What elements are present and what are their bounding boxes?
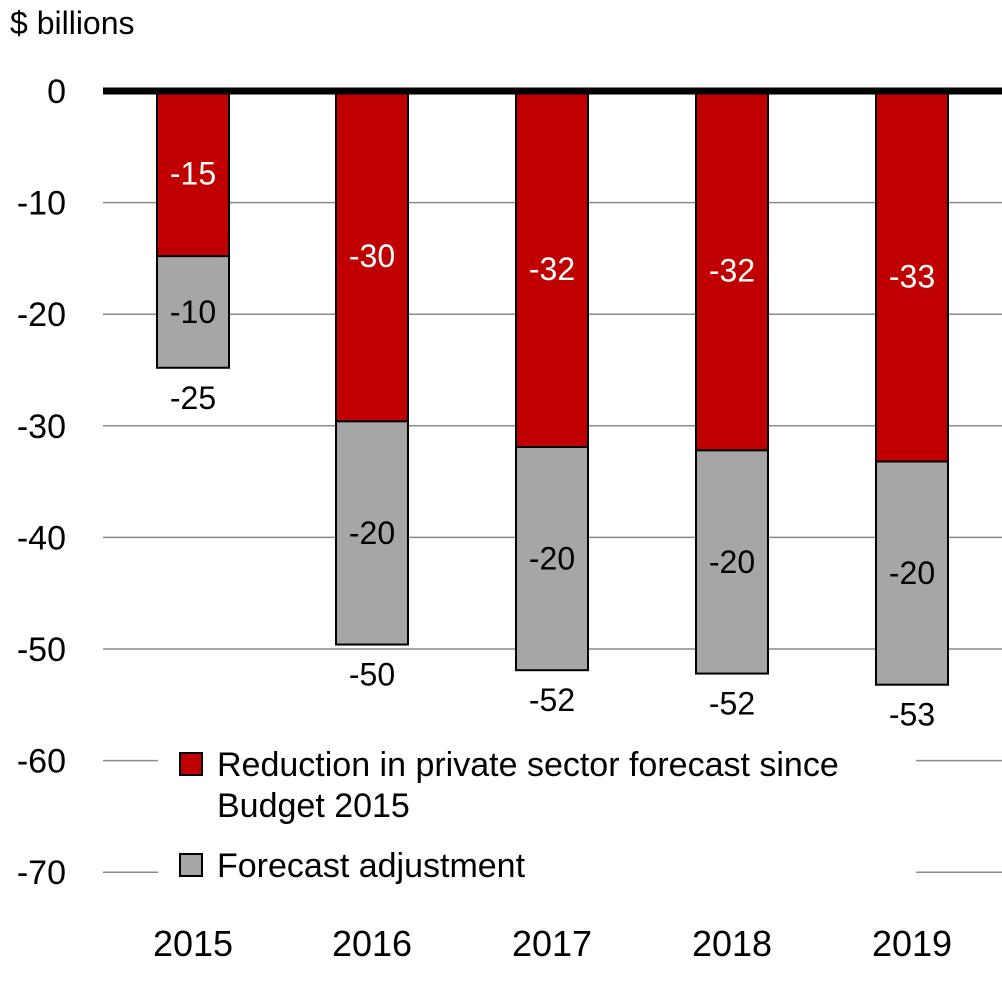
legend: Reduction in private sector forecast sin… (158, 728, 916, 886)
data-label: -20 (709, 544, 755, 580)
legend-label: Forecast adjustment (217, 847, 526, 885)
legend-background (158, 728, 916, 886)
total-label: -52 (529, 682, 575, 718)
bar-segment (515, 446, 589, 672)
data-label: -20 (529, 541, 575, 577)
y-tick-label: -30 (17, 408, 66, 446)
x-tick-label: 2017 (512, 923, 592, 964)
y-tick-label: -70 (17, 854, 66, 892)
data-label: -33 (889, 258, 935, 294)
total-label: -25 (170, 380, 216, 416)
data-label: -32 (529, 251, 575, 287)
legend-label: Budget 2015 (217, 787, 410, 825)
bar-segment (695, 449, 769, 675)
x-axis-ticks: 2015 2016 2017 2018 2019 (153, 923, 952, 964)
bar-segment (156, 255, 230, 369)
data-label: -10 (170, 294, 216, 330)
data-label: -15 (170, 156, 216, 192)
x-tick-label: 2015 (153, 923, 233, 964)
bar-segment (875, 460, 949, 686)
y-axis-ticks: 0 -10 -20 -30 -40 -50 -60 -70 (17, 73, 66, 892)
y-tick-label: -60 (17, 743, 66, 781)
legend-swatch (179, 853, 203, 877)
y-tick-label: -20 (17, 296, 66, 334)
bars: -15 -10 -25 -30 -20 -50 -32 -20 -52 -32 -20 -52 -33 -… (156, 90, 949, 733)
bar-segment (515, 90, 589, 449)
data-label: -30 (349, 238, 395, 274)
legend-swatch (179, 752, 203, 776)
total-label: -52 (709, 686, 755, 722)
legend-label: Reduction in private sector forecast sin… (217, 746, 839, 784)
x-tick-label: 2019 (872, 923, 952, 964)
data-label: -32 (709, 253, 755, 289)
y-tick-label: -10 (17, 185, 66, 223)
total-label: -50 (349, 657, 395, 693)
bar-segment (335, 420, 409, 646)
y-axis-title: $ billions (10, 5, 135, 41)
bar-segment (695, 90, 769, 452)
total-label: -53 (889, 697, 935, 733)
data-label: -20 (889, 555, 935, 591)
data-label: -20 (349, 515, 395, 551)
x-tick-label: 2018 (692, 923, 772, 964)
x-tick-label: 2016 (332, 923, 412, 964)
bar-segment (335, 90, 409, 423)
y-tick-label: 0 (47, 73, 66, 111)
y-tick-label: -40 (17, 519, 66, 557)
y-tick-label: -50 (17, 631, 66, 669)
